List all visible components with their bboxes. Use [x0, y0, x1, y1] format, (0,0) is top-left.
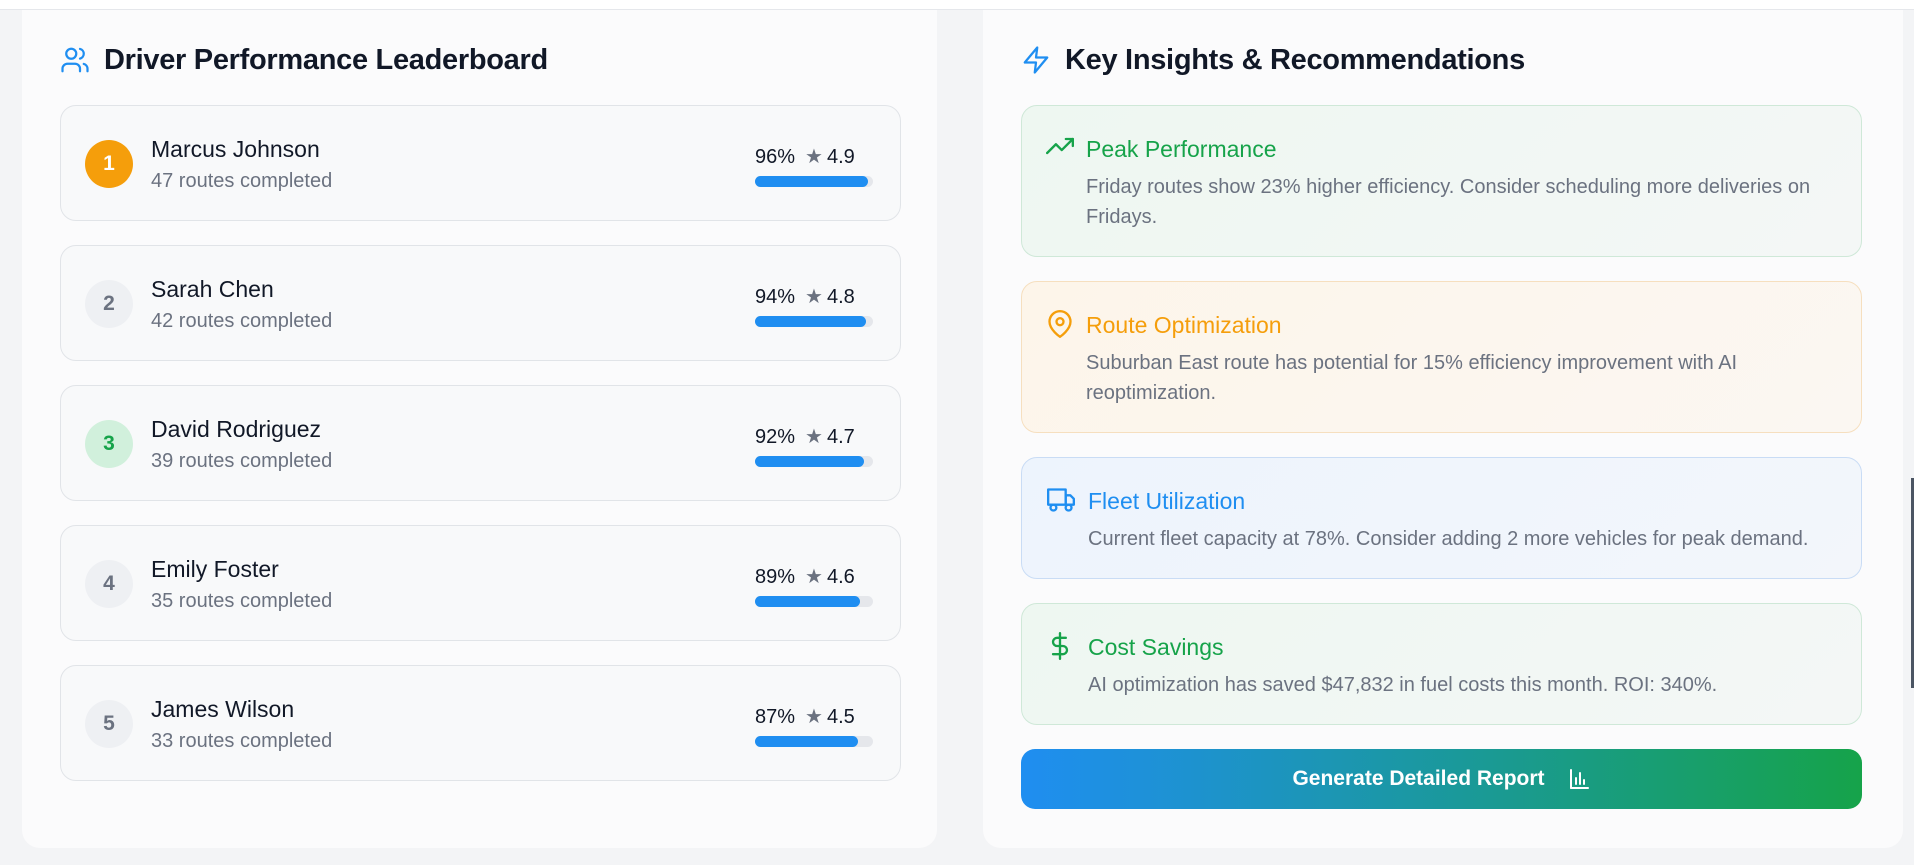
driver-row[interactable]: 4 Emily Foster 35 routes completed 89% ★ 4… [60, 525, 901, 641]
scrollbar-thumb[interactable] [1911, 478, 1914, 688]
insight-card-cost-savings[interactable]: Cost Savings AI optimization has saved $… [1021, 603, 1862, 725]
insight-card-peak-performance[interactable]: Peak Performance Friday routes show 23% … [1021, 105, 1862, 257]
driver-row[interactable]: 2 Sarah Chen 42 routes completed 94% ★ 4.8 [60, 245, 901, 361]
driver-rating: 4.9 [826, 146, 855, 168]
insight-description: AI optimization has saved $47,832 in fue… [1088, 674, 1718, 696]
users-icon [61, 47, 89, 73]
map-pin-icon [1048, 310, 1072, 338]
driver-routes: 47 routes completed [151, 170, 333, 192]
driver-routes: 42 routes completed [151, 310, 333, 332]
performance-bar [755, 176, 873, 187]
driver-rating: 4.8 [826, 286, 855, 308]
driver-metric: 96% ★ 4.9 [755, 144, 855, 169]
performance-bar-fill [755, 176, 869, 187]
driver-name: David Rodriguez [151, 416, 322, 442]
star-icon: ★ [805, 706, 823, 728]
driver-metric: 89% ★ 4.6 [755, 564, 855, 589]
trending-up-icon [1046, 137, 1074, 155]
performance-bar-fill [755, 596, 861, 607]
lightning-icon [1023, 46, 1049, 74]
insights-panel: Key Insights & Recommendations Peak Perf… [983, 10, 1903, 848]
insight-list: Peak Performance Friday routes show 23% … [1021, 105, 1862, 749]
performance-bar [755, 736, 873, 747]
driver-routes: 35 routes completed [151, 590, 333, 612]
top-divider [0, 0, 1914, 10]
driver-metric: 94% ★ 4.8 [755, 284, 855, 309]
insight-title: Route Optimization [1086, 312, 1282, 338]
driver-metric: 92% ★ 4.7 [755, 424, 855, 449]
driver-score: 96% [755, 146, 796, 168]
performance-bar-fill [755, 316, 866, 327]
driver-metric: 87% ★ 4.5 [755, 704, 855, 729]
bar-chart-icon [1569, 769, 1589, 789]
driver-list: 1 Marcus Johnson 47 routes completed 96%… [60, 105, 901, 805]
performance-bar [755, 596, 873, 607]
insight-title: Fleet Utilization [1088, 488, 1246, 514]
driver-rating: 4.5 [826, 706, 855, 728]
insight-description: Suburban East route has potential for 15… [1086, 352, 1738, 404]
rank-badge: 3 [85, 420, 133, 468]
leaderboard-header: Driver Performance Leaderboard [60, 32, 548, 88]
driver-row[interactable]: 1 Marcus Johnson 47 routes completed 96%… [60, 105, 901, 221]
insights-title: Key Insights & Recommendations [1065, 43, 1525, 76]
insight-card-route-optimization[interactable]: Route Optimization Suburban East route h… [1021, 281, 1862, 433]
driver-name: Sarah Chen [151, 276, 274, 302]
driver-name: James Wilson [151, 696, 295, 722]
driver-score: 94% [755, 286, 796, 308]
star-icon: ★ [805, 426, 823, 448]
driver-rating: 4.6 [826, 566, 855, 588]
generate-report-label: Generate Detailed Report [1292, 767, 1545, 790]
insight-card-fleet-utilization[interactable]: Fleet Utilization Current fleet capacity… [1021, 457, 1862, 579]
rank-badge: 2 [85, 280, 133, 328]
performance-bar-fill [755, 736, 858, 747]
leaderboard-title: Driver Performance Leaderboard [104, 43, 548, 76]
performance-bar [755, 456, 873, 467]
driver-routes: 39 routes completed [151, 450, 333, 472]
performance-bar [755, 316, 873, 327]
driver-routes: 33 routes completed [151, 730, 333, 752]
generate-report-button[interactable]: Generate Detailed Report [1021, 749, 1862, 809]
insight-description: Current fleet capacity at 78%. Consider … [1088, 528, 1809, 550]
driver-name: Emily Foster [151, 556, 279, 582]
star-icon: ★ [805, 146, 823, 168]
rank-badge: 4 [85, 560, 133, 608]
driver-rating: 4.7 [826, 426, 855, 448]
truck-icon [1047, 488, 1075, 512]
driver-row[interactable]: 5 James Wilson 33 routes completed 87% ★ 4… [60, 665, 901, 781]
driver-score: 89% [755, 566, 796, 588]
insights-header: Key Insights & Recommendations [1021, 32, 1525, 88]
dollar-icon [1051, 632, 1069, 660]
star-icon: ★ [805, 286, 823, 308]
insight-title: Peak Performance [1086, 136, 1277, 162]
driver-score: 92% [755, 426, 796, 448]
rank-badge: 1 [85, 140, 133, 188]
driver-name: Marcus Johnson [151, 136, 320, 162]
insight-description: Friday routes show 23% higher efficiency… [1086, 176, 1811, 228]
driver-row[interactable]: 3 David Rodriguez 39 routes completed 92… [60, 385, 901, 501]
leaderboard-panel: Driver Performance Leaderboard 1 Marcus … [22, 10, 937, 848]
rank-badge: 5 [85, 700, 133, 748]
insight-title: Cost Savings [1088, 634, 1224, 660]
performance-bar-fill [755, 456, 864, 467]
star-icon: ★ [805, 566, 823, 588]
driver-score: 87% [755, 706, 796, 728]
